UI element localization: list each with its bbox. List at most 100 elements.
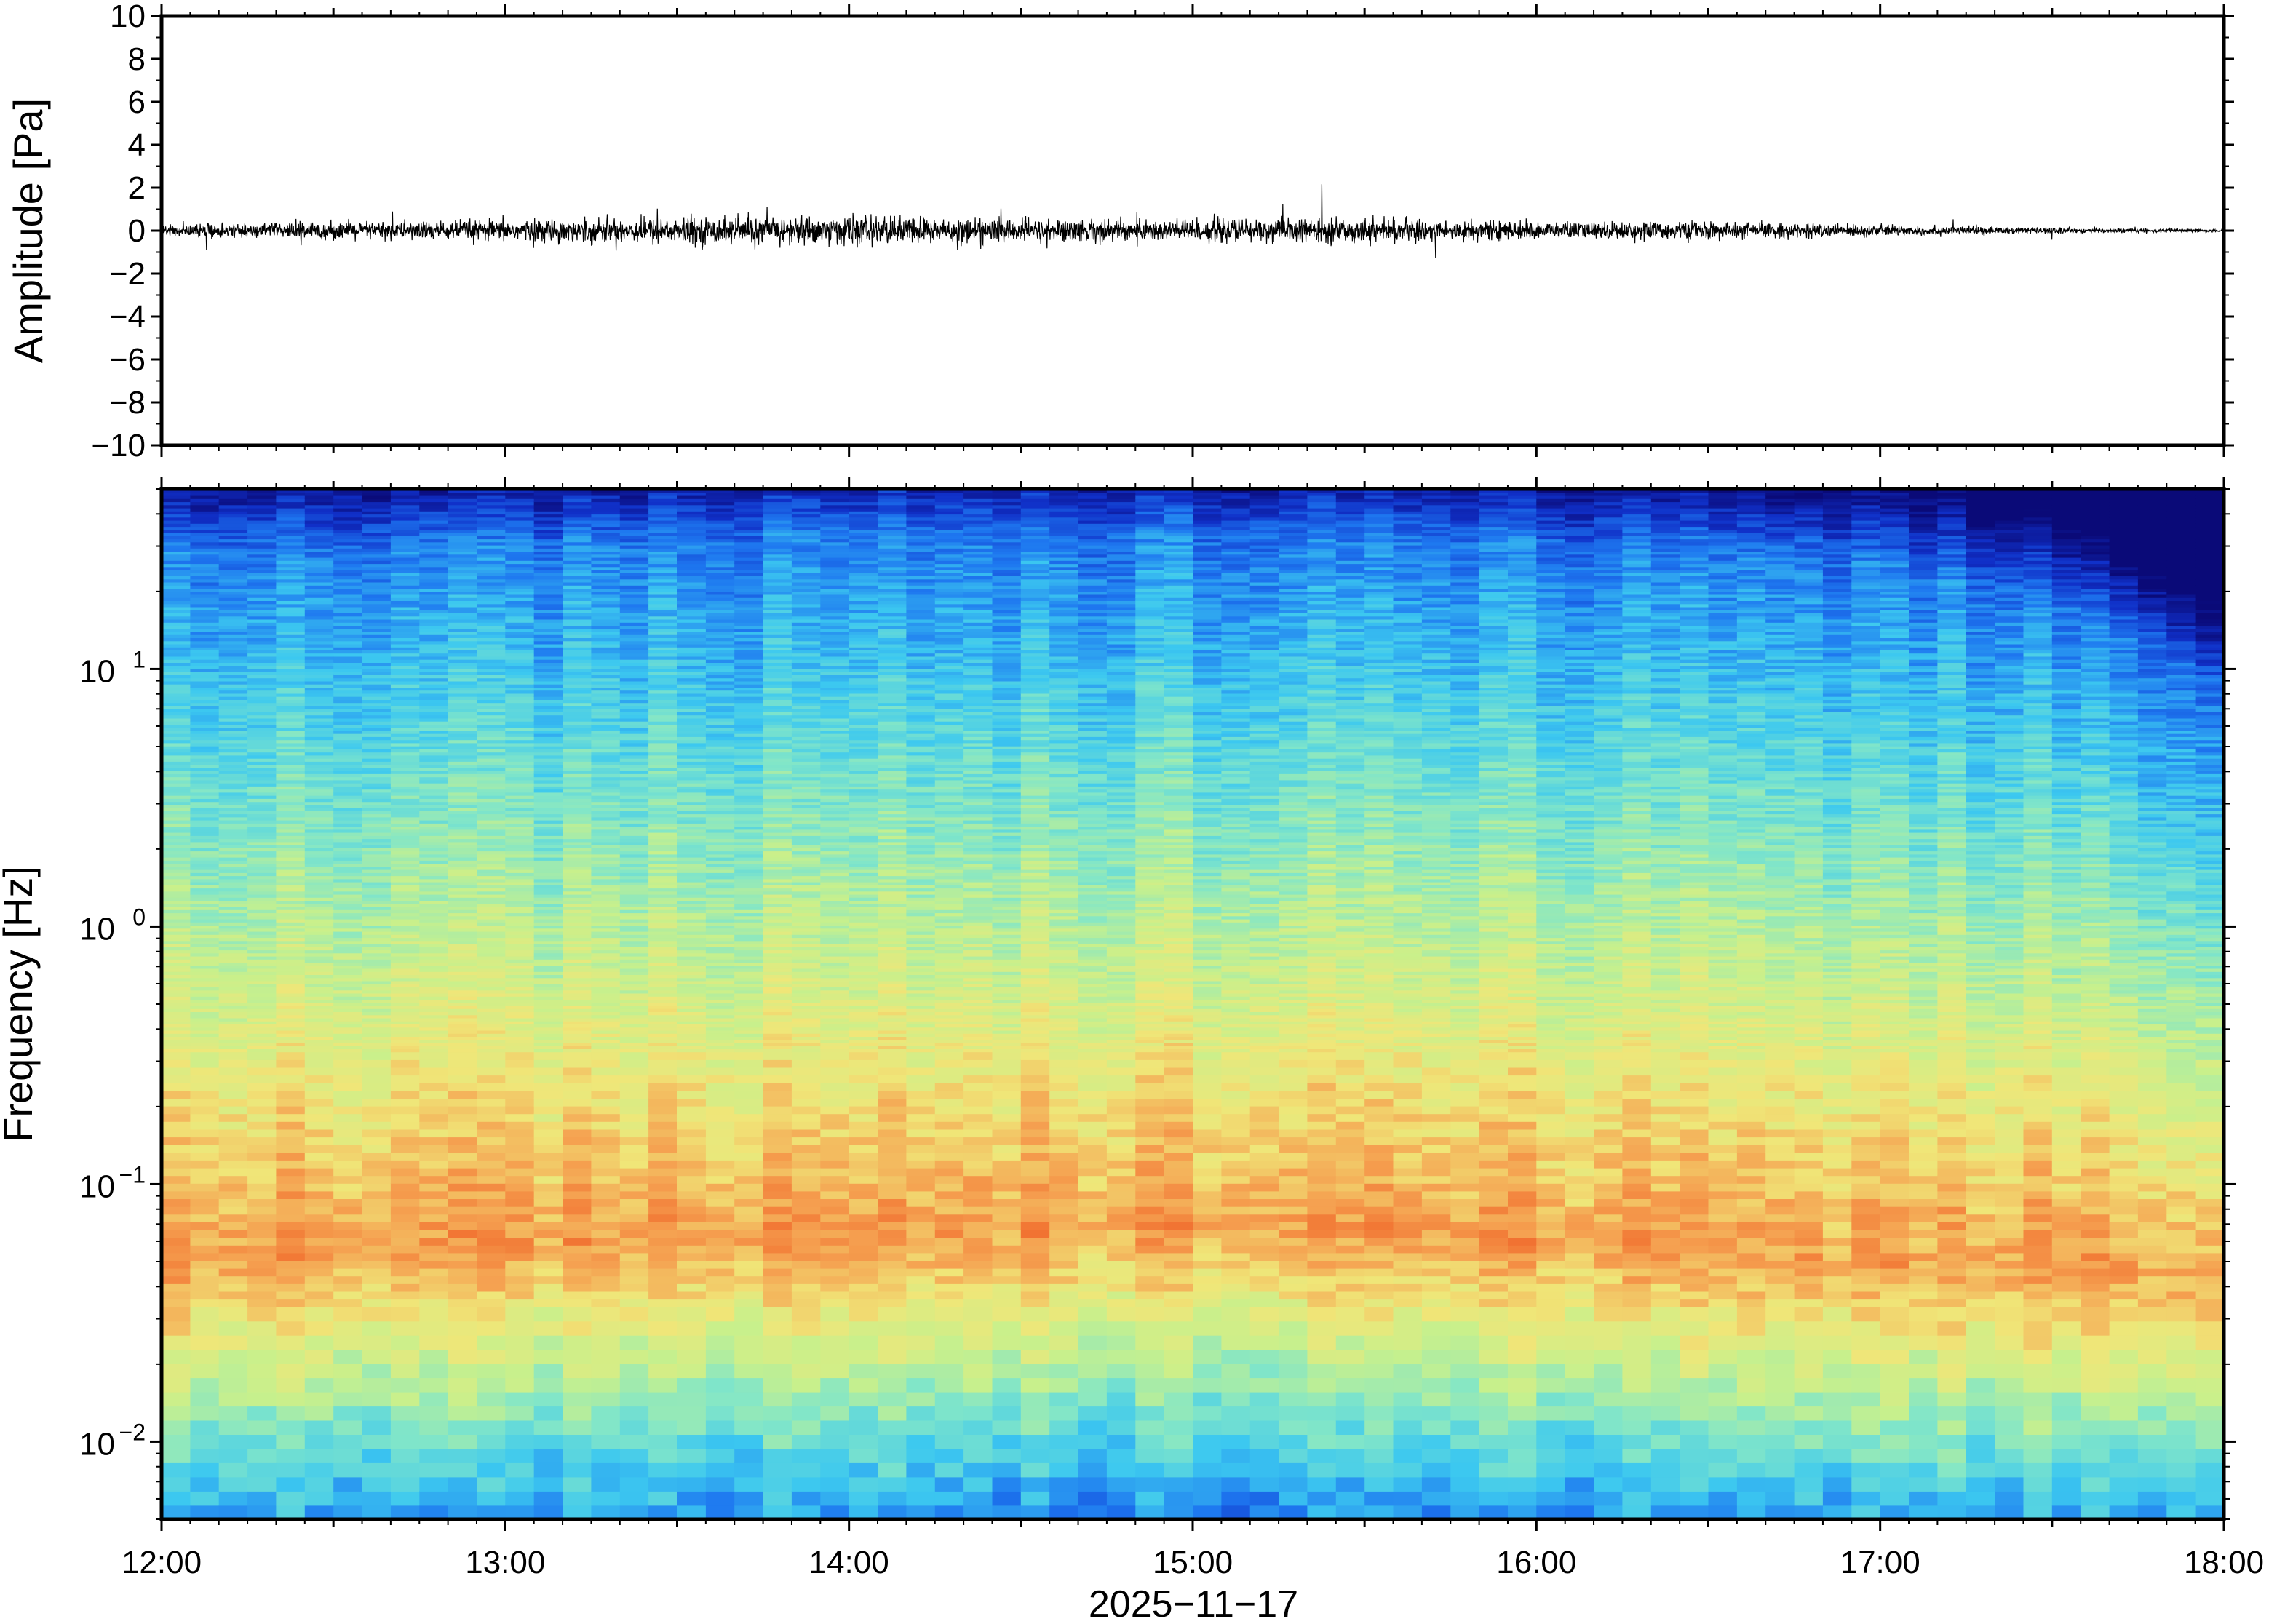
spectrogram-cell — [677, 757, 707, 762]
spectrogram-cell — [304, 594, 334, 598]
spectrogram-cell — [304, 1105, 334, 1115]
spectrogram-cell — [477, 757, 506, 762]
spectrogram-cell — [390, 749, 421, 753]
spectrogram-cell — [705, 538, 736, 543]
spectrogram-cell — [648, 798, 678, 803]
spectrogram-cell — [677, 851, 707, 855]
spectrogram-cell — [734, 869, 764, 873]
spectrogram-cell — [190, 959, 220, 963]
spectrogram-cell — [505, 702, 535, 706]
spectrogram-cell — [276, 1033, 306, 1037]
spectrogram-cell — [162, 838, 191, 843]
spectrogram-cell — [390, 1462, 421, 1478]
spectrogram-cell — [533, 1505, 563, 1519]
spectrogram-cell — [477, 724, 506, 728]
spectrogram-cell — [677, 650, 707, 654]
spectrogram-cell — [533, 643, 563, 648]
spectrogram-cell — [734, 1121, 764, 1130]
spectrogram-cell — [448, 829, 477, 833]
spectrogram-cell — [448, 1039, 477, 1043]
spectrogram-cell — [448, 848, 477, 852]
spectrogram-cell — [162, 1137, 191, 1145]
spectrogram-cell — [619, 548, 649, 552]
spectrogram-cell — [563, 1198, 592, 1207]
spectrogram-cell — [533, 773, 563, 778]
spectrogram-cell — [448, 1042, 477, 1046]
spectrogram-cell — [304, 835, 334, 840]
spectrogram-cell — [419, 717, 449, 722]
spectrogram-cell — [677, 838, 707, 843]
spectrogram-cell — [648, 498, 678, 503]
spectrogram-cell — [533, 1267, 563, 1277]
spectrogram-cell — [247, 717, 277, 722]
spectrogram-cell — [333, 888, 363, 892]
spectrogram-cell — [591, 1307, 621, 1322]
spectrogram-cell — [505, 709, 535, 712]
spectrogram-cell — [304, 795, 334, 799]
spectrogram-cell — [390, 1183, 421, 1192]
spectrogram-cell — [247, 869, 277, 873]
spectrogram-cell — [333, 554, 363, 558]
spectrogram-cell — [533, 881, 563, 885]
spectrogram-cell — [333, 1160, 363, 1169]
spectrogram-cell — [705, 504, 736, 509]
spectrogram-cell — [591, 1167, 621, 1177]
spectrogram-cell — [362, 940, 392, 944]
spectrogram-cell — [648, 1005, 678, 1009]
spectrogram-cell — [448, 591, 477, 595]
spectrogram-cell — [533, 548, 563, 552]
spectrogram-cell — [677, 971, 707, 975]
spectrogram-cell — [705, 1051, 736, 1060]
spectrogram-cell — [705, 848, 736, 852]
spectrogram-cell — [247, 1008, 277, 1012]
spectrogram-cell — [563, 823, 592, 827]
spectrogram-cell — [619, 1291, 649, 1300]
spectrogram-cell — [362, 761, 392, 765]
spectrogram-cell — [362, 495, 392, 499]
spectrogram-cell — [333, 838, 363, 843]
spectrogram-cell — [734, 1059, 764, 1068]
spectrogram-cell — [619, 943, 649, 947]
spectrogram-cell — [162, 819, 191, 824]
spectrogram-cell — [162, 893, 191, 898]
spectrogram-cell — [247, 538, 277, 543]
spectrogram-cell — [591, 798, 621, 803]
spectrogram-cell — [419, 1491, 449, 1506]
spectrogram-cell — [218, 1448, 248, 1463]
spectrogram-cell — [619, 523, 649, 528]
spectrogram-cell — [276, 548, 306, 552]
spectrogram-cell — [162, 823, 191, 827]
spectrogram-cell — [333, 971, 363, 975]
spectrogram-cell — [563, 1059, 592, 1068]
spectrogram-cell — [477, 752, 506, 756]
spectrogram-cell — [247, 992, 277, 997]
spectrogram-cell — [477, 848, 506, 852]
spectrogram-cell — [276, 757, 306, 762]
spectrogram-cell — [591, 672, 621, 675]
spectrogram-cell — [619, 1391, 649, 1407]
spectrogram-cell — [304, 1237, 334, 1246]
spectrogram-cell — [390, 955, 421, 960]
spectrogram-cell — [505, 616, 535, 620]
spectrogram-cell — [419, 1229, 449, 1238]
spectrogram-cell — [705, 576, 736, 580]
spectrogram-cell — [563, 594, 592, 598]
spectrogram-cell — [247, 733, 277, 737]
spectrogram-cell — [448, 841, 477, 845]
spectrogram-cell — [677, 1042, 707, 1046]
spectrogram-cell — [448, 538, 477, 543]
spectrogram-cell — [533, 962, 563, 966]
spectrogram-cell — [705, 1260, 736, 1269]
spectrogram-cell — [419, 1036, 449, 1040]
spectrogram-cell — [333, 841, 363, 845]
spectrogram-cell — [247, 767, 277, 771]
spectrogram-cell — [304, 625, 334, 629]
spectrogram-cell — [162, 498, 191, 503]
spectrogram-cell — [390, 1377, 421, 1393]
spectrogram-cell — [448, 955, 477, 960]
spectrogram-cell — [276, 520, 306, 524]
spectrogram-cell — [333, 674, 363, 679]
spectrogram-cell — [304, 1283, 334, 1292]
spectrogram-cell — [333, 581, 363, 586]
spectrogram-cell — [362, 984, 392, 987]
